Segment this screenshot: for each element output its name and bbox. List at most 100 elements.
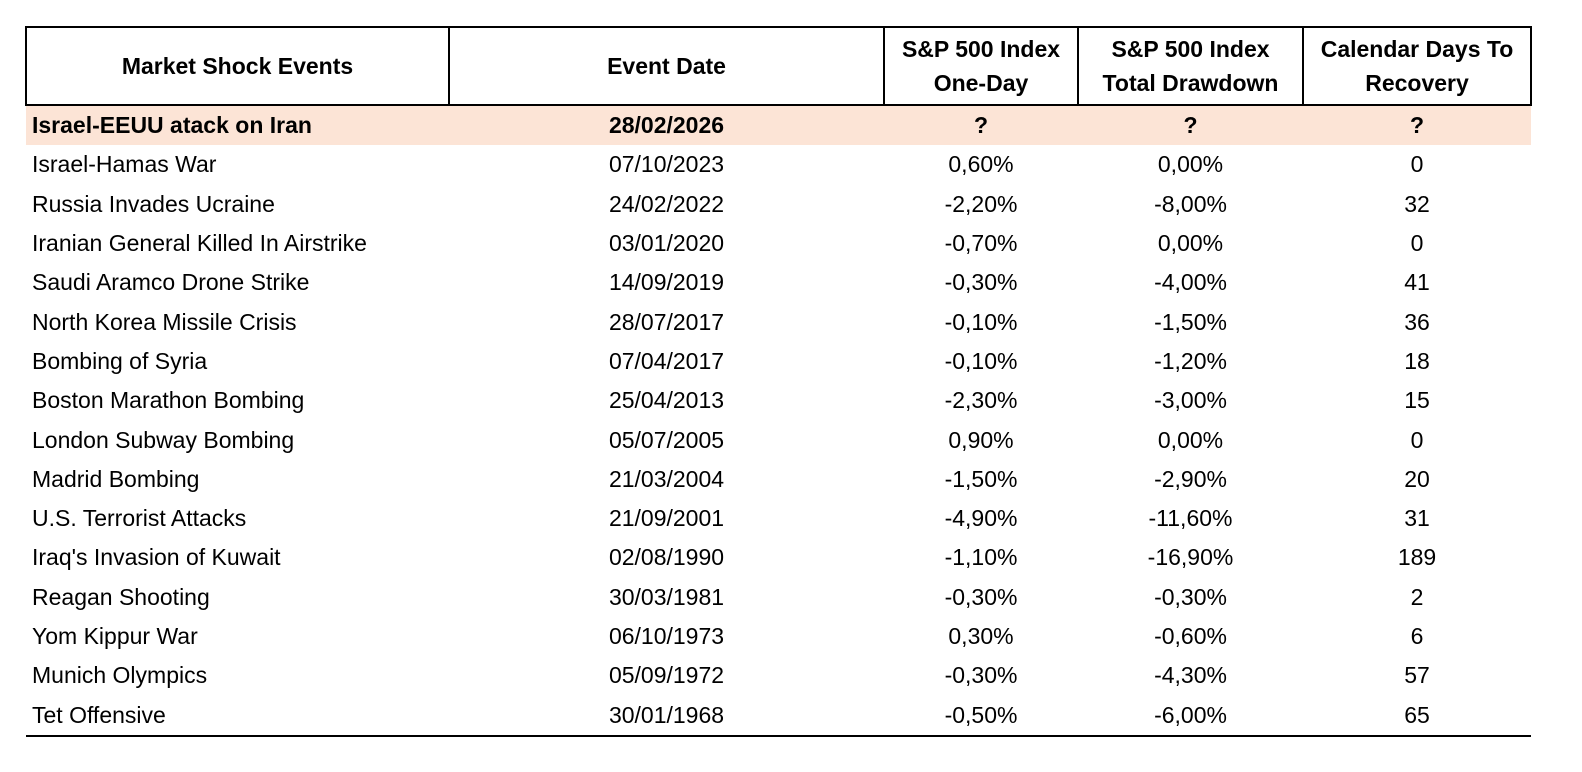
table-cell: 15 (1404, 387, 1430, 414)
header-cell: Calendar Days To Recovery (1302, 26, 1532, 106)
table-cell: -0,60% (1154, 623, 1227, 649)
table-cell: 28/02/2026 (449, 105, 884, 146)
table-cell: 07/10/2023 (608, 151, 725, 178)
table-cell: Munich Olympics (32, 662, 208, 689)
table-cell: 30/03/1981 (608, 583, 725, 610)
table-cell: -6,00% (1078, 695, 1303, 737)
table-row: Munich Olympics 05/09/1972 -0,30% -4,30% 57 (26, 656, 1531, 695)
table-cell: 21/03/2004 (608, 465, 725, 492)
table-cell: -4,90% (944, 505, 1018, 532)
table-row: Israel-Hamas War 07/10/2023 0,60% 0,00% 0 (26, 145, 1531, 184)
table-cell: ? (1303, 105, 1531, 146)
table-cell: -1,50% (944, 465, 1018, 492)
table-cell: ? (1078, 105, 1303, 146)
table-row: Tet Offensive 30/01/1968 -0,50% -6,00% 65 (26, 695, 1531, 737)
table-cell: Yom Kippur War (32, 623, 198, 649)
data-table: Market Shock Events Event Date S&P 500 Ind… (25, 26, 1532, 737)
table-cell: ? (884, 105, 1078, 146)
table-cell: 31 (1404, 505, 1430, 532)
table-cell: -0,30% (944, 662, 1018, 689)
table-cell: 0,00% (1157, 230, 1224, 257)
table-cell: 18 (1404, 347, 1430, 374)
table-cell: -4,00% (1154, 269, 1227, 296)
table-cell: 0 (1410, 230, 1424, 257)
table-cell: -0,10% (944, 347, 1018, 374)
table-cell: 32 (1404, 190, 1430, 217)
table-cell: 65 (1303, 695, 1531, 737)
table-cell: 57 (1404, 662, 1430, 689)
table-cell: Saudi Aramco Drone Strike (32, 269, 310, 296)
table-body: Israel-EEUU atack on Iran 28/02/2026??? Is… (26, 105, 1531, 737)
table-cell: Boston Marathon Bombing (32, 387, 305, 414)
table-cell: 41 (1404, 269, 1430, 296)
table-cell: 0,90% (948, 426, 1014, 453)
table-cell: 0 (1410, 151, 1424, 178)
table-cell: Israel-EEUU atack on Iran (26, 105, 449, 146)
table-cell: 0,30% (948, 623, 1014, 649)
table-cell: 02/08/1990 (608, 544, 725, 571)
table-row: Boston Marathon Bombing 25/04/2013 -2,30% -… (26, 381, 1531, 420)
header-cell: S&P 500 Index One-Day (883, 26, 1079, 106)
table-row: Saudi Aramco Drone Strike 14/09/2019 -0,30… (26, 263, 1531, 302)
table-row: Iraq's Invasion of Kuwait 02/08/1990 -1,10… (26, 538, 1531, 577)
table-cell: 0,00% (1157, 426, 1224, 453)
table-cell: Tet Offensive (26, 695, 449, 737)
table-cell: Israel-Hamas War (32, 151, 217, 178)
table-cell: -1,50% (1154, 308, 1227, 335)
table-row: Bombing of Syria 07/04/2017 -0,10% -1,20% 18 (26, 342, 1531, 381)
table-row: London Subway Bombing 05/07/2005 0,90% 0,00… (26, 420, 1531, 459)
table-cell: 03/01/2020 (608, 230, 725, 257)
header-row: Market Shock Events Event Date S&P 500 Ind… (25, 26, 1532, 106)
table-cell: Russia Invades Ucraine (32, 190, 275, 217)
table-row: Madrid Bombing 21/03/2004 -1,50% -2,90% 20 (26, 460, 1531, 499)
table-cell: 36 (1404, 308, 1430, 335)
table-cell: -1,10% (944, 544, 1018, 571)
header-cell: Market Shock Events (25, 26, 450, 106)
table-cell: -2,90% (1154, 465, 1227, 492)
table-cell: 06/10/1973 (608, 623, 725, 649)
table-cell: 25/04/2013 (608, 387, 725, 414)
table-cell: Madrid Bombing (32, 465, 200, 492)
table-cell: 05/09/1972 (608, 662, 725, 689)
table-cell: -8,00% (1154, 190, 1227, 217)
table-cell: 0 (1410, 426, 1424, 453)
table-cell: Iraq's Invasion of Kuwait (32, 544, 281, 571)
table-row: Yom Kippur War 06/10/1973 0,30% -0,60% 6 (26, 617, 1531, 656)
table-cell: U.S. Terrorist Attacks (32, 505, 247, 532)
table-cell: 07/04/2017 (608, 347, 725, 374)
table-cell: 20 (1404, 465, 1430, 492)
table-row: Iranian General Killed In Airstrike 03/01… (26, 224, 1531, 263)
table-row: U.S. Terrorist Attacks 21/09/2001 -4,90% -1… (26, 499, 1531, 538)
table-cell: -3,00% (1154, 387, 1227, 414)
table-cell: -0,30% (944, 583, 1018, 610)
table-cell: -16,90% (1147, 544, 1234, 571)
table-cell: -11,60% (1148, 505, 1233, 532)
table-row: Israel-EEUU atack on Iran 28/02/2026??? (26, 105, 1531, 146)
table-cell: 0,60% (948, 151, 1014, 178)
table-cell: -0,70% (944, 230, 1018, 257)
table-cell: Reagan Shooting (32, 583, 210, 610)
table-cell: -2,20% (944, 190, 1018, 217)
table-cell: 189 (1397, 544, 1437, 571)
header-cell: Event Date (448, 26, 885, 106)
table-row: North Korea Missile Crisis 28/07/2017 -0,1… (26, 302, 1531, 341)
table-cell: North Korea Missile Crisis (32, 308, 297, 335)
table-cell: -2,30% (944, 387, 1018, 414)
table-cell: 28/07/2017 (608, 308, 725, 335)
table-cell: 24/02/2022 (608, 190, 725, 217)
table-cell: -0,30% (1154, 583, 1227, 610)
table-cell: 0,00% (1157, 151, 1224, 178)
table-cell: -0,50% (884, 695, 1078, 737)
table-cell: Iranian General Killed In Airstrike (32, 230, 367, 257)
table-cell: -0,30% (944, 269, 1018, 296)
table-cell: 2 (1410, 583, 1424, 610)
header-cell: S&P 500 Index Total Drawdown (1077, 26, 1304, 106)
table-cell: London Subway Bombing (32, 426, 295, 453)
table-cell: 30/01/1968 (449, 695, 884, 737)
table-row: Russia Invades Ucraine 24/02/2022 -2,20% -8… (26, 185, 1531, 224)
table-cell: 21/09/2001 (608, 505, 725, 532)
table-cell: 6 (1410, 623, 1424, 649)
table-row: Reagan Shooting 30/03/1981 -0,30% -0,30% 2 (26, 578, 1531, 617)
table-cell: -1,20% (1154, 347, 1227, 374)
